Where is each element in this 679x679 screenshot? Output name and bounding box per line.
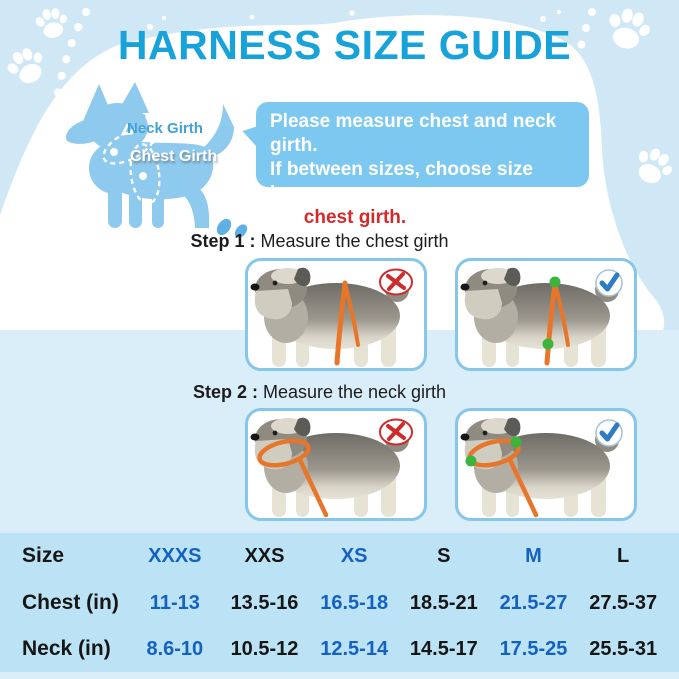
chest-value: 21.5-27: [499, 591, 568, 614]
neck-value: 14.5-17: [409, 637, 478, 660]
neck-row-label: Neck (in): [22, 637, 111, 660]
measure-points: [110, 148, 147, 180]
step-1-heading: Step 1 : Measure the chest girth: [190, 231, 449, 251]
chest-girth-label: Chest Girth: [130, 148, 218, 165]
size-table: Size XXXS XXS XS S M L Chest (in) 11-13 …: [12, 534, 668, 668]
neck-girth-label: Neck Girth: [127, 120, 203, 137]
chest-value: 13.5-16: [230, 591, 299, 614]
step-2-heading: Step 2 : Measure the neck girth: [192, 382, 447, 402]
chest-girth-highlight: chest girth: [303, 207, 401, 228]
note-line-3: the chest girth.: [270, 207, 407, 228]
chest-value: 11-13: [149, 591, 200, 614]
photo-neck-right: [455, 408, 637, 521]
chest-row-label: Chest (in): [22, 591, 119, 614]
neck-value: 25.5-31: [589, 637, 658, 660]
neck-arrow-icon: [120, 123, 134, 136]
chest-value: 18.5-21: [409, 591, 478, 614]
neck-value: 10.5-12: [230, 637, 299, 660]
note-line-1: Please measure chest and neck girth.: [270, 111, 557, 156]
table-band: [0, 533, 679, 672]
photo-neck-wrong: [245, 408, 427, 521]
size-header-label: Size: [22, 544, 65, 567]
size-col-s: S: [437, 544, 451, 567]
size-col-xxxs: XXXS: [148, 544, 202, 567]
photo-chest-right: [455, 258, 637, 371]
photo-chest-wrong: [245, 258, 427, 371]
check-icon: [594, 418, 625, 449]
cross-icon: [378, 268, 414, 297]
measure-note-bubble: Please measure chest and neck girth. If …: [240, 102, 589, 228]
chest-value: 27.5-37: [589, 591, 658, 614]
size-col-m: M: [525, 544, 542, 567]
cross-icon: [378, 418, 414, 447]
chest-arrow-icon: [150, 131, 162, 146]
dog-silhouette-diagram: [65, 82, 234, 228]
neck-value: 12.5-14: [320, 637, 389, 660]
note-line-2: If between sizes, choose size base on: [270, 159, 533, 204]
size-col-xxs: XXS: [244, 544, 285, 567]
check-icon: [594, 268, 625, 299]
size-col-l: L: [617, 544, 630, 567]
page-title: HARNESS SIZE GUIDE: [117, 22, 572, 68]
bubble-tail: [240, 123, 262, 149]
neck-value: 17.5-25: [499, 637, 568, 660]
chest-value: 16.5-18: [320, 591, 389, 614]
size-col-xs: XS: [340, 544, 368, 567]
neck-value: 8.6-10: [146, 637, 204, 660]
bottom-strip: [0, 672, 679, 679]
